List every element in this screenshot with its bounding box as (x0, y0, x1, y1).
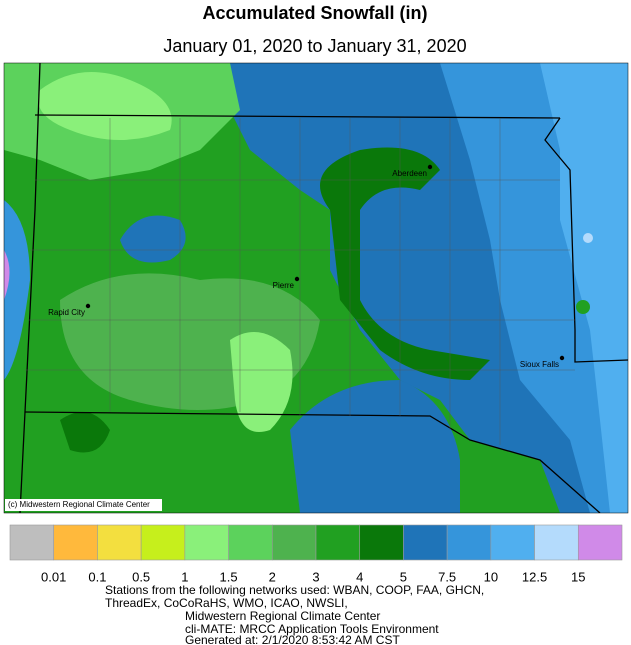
city-dot (559, 355, 565, 361)
region (576, 300, 590, 314)
legend-label: 2 (269, 569, 276, 584)
footer-line: ThreadEx, CoCoRaHS, WMO, ICAO, NWSLI, (105, 596, 348, 610)
legend-label: 1 (181, 569, 188, 584)
city-label: Sioux Falls (520, 360, 559, 369)
region (60, 412, 110, 453)
legend-label: 0.01 (41, 569, 66, 584)
legend-label: 7.5 (438, 569, 456, 584)
city-dot (294, 276, 300, 282)
copyright: (c) Midwestern Regional Climate Center (8, 500, 150, 509)
legend-swatch (490, 524, 535, 561)
legend-swatch (359, 524, 404, 561)
legend-swatch (315, 524, 361, 561)
city-label: Aberdeen (392, 169, 427, 178)
region (540, 63, 628, 513)
city-dot (427, 164, 433, 170)
region (290, 380, 460, 513)
legend-swatch (53, 524, 98, 561)
legend-label: 0.1 (88, 569, 106, 584)
legend-swatch (228, 524, 273, 561)
footer-line: Midwestern Regional Climate Center (185, 609, 380, 623)
state-borders (19, 63, 628, 513)
county-lines (25, 118, 575, 445)
cities: Aberdeen Pierre Rapid City Sioux Falls (48, 164, 565, 369)
legend-swatch (140, 524, 186, 561)
legend-swatch (403, 524, 448, 561)
legend-label: 10 (484, 569, 498, 584)
footer-line: Stations from the following networks use… (105, 583, 484, 597)
region (230, 332, 293, 432)
region (4, 250, 10, 300)
legend-label: 1.5 (220, 569, 238, 584)
legend: 0.01 0.1 0.5 1 1.5 2 3 4 5 7.5 10 12.5 15 (9, 524, 623, 584)
city-dot (85, 303, 91, 309)
region (120, 215, 186, 263)
footer-line: Generated at: 2/1/2020 8:53:42 AM CST (185, 633, 400, 645)
map-frame (3, 62, 629, 514)
legend-label: 3 (312, 569, 319, 584)
city-label: Rapid City (48, 308, 85, 317)
map: (c) Midwestern Regional Climate Center (3, 62, 629, 514)
legend-swatch (577, 524, 623, 561)
legend-swatch (184, 524, 229, 561)
legend-label: 15 (571, 569, 585, 584)
legend-swatch (446, 524, 492, 561)
legend-label: 12.5 (522, 569, 547, 584)
region (320, 147, 490, 380)
legend-label: 4 (356, 569, 363, 584)
legend-swatch (271, 524, 317, 561)
legend-swatch (97, 524, 142, 561)
title: Accumulated Snowfall (in) (202, 3, 427, 23)
footer-line: cli-MATE: MRCC Application Tools Environ… (185, 622, 439, 636)
legend-label: 0.5 (132, 569, 150, 584)
footer: Stations from the following networks use… (105, 583, 484, 645)
region (38, 72, 172, 140)
legend-swatch (534, 524, 579, 561)
region (583, 233, 593, 243)
region (4, 200, 30, 380)
legend-label: 5 (400, 569, 407, 584)
subtitle: January 01, 2020 to January 31, 2020 (163, 36, 466, 56)
copyright-bg (5, 499, 162, 511)
legend-swatch (9, 524, 55, 561)
city-label: Pierre (273, 281, 295, 290)
